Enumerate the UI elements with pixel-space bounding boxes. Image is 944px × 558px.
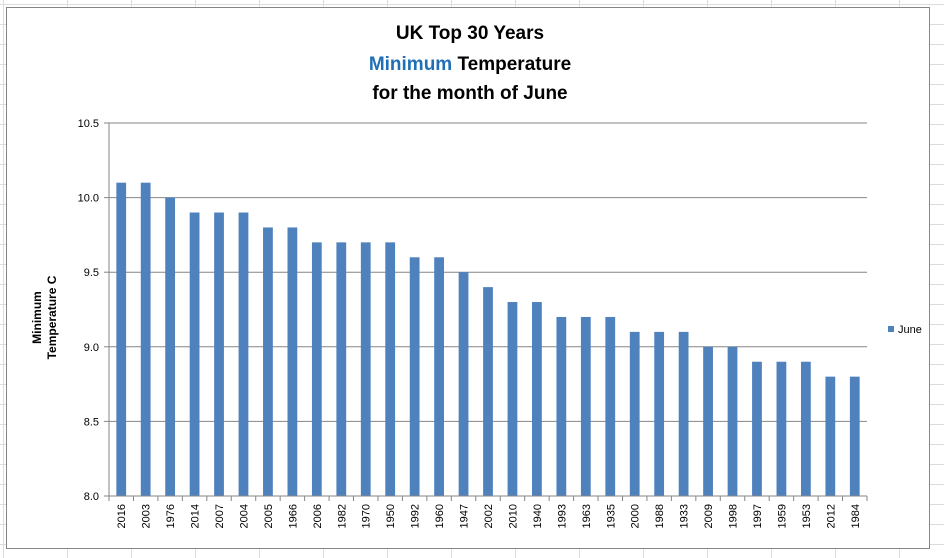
title-line: Minimum Temperature xyxy=(369,54,571,75)
x-tick-label: 2007 xyxy=(214,504,226,528)
bar-1963 xyxy=(580,316,591,496)
title-line: for the month of June xyxy=(372,83,567,104)
axes xyxy=(108,123,867,497)
bar-1970 xyxy=(360,242,371,496)
x-tick-label: 1988 xyxy=(654,504,666,528)
legend: June xyxy=(888,324,922,336)
x-tick-label: 1950 xyxy=(385,504,397,528)
title-segment: UK Top 30 Years xyxy=(396,23,544,44)
x-tick-label: 2014 xyxy=(190,504,202,528)
y-axis-title-line: Minimum xyxy=(30,291,44,344)
legend-label: June xyxy=(898,324,922,336)
x-tick-label: 2002 xyxy=(483,504,495,528)
x-tick-label: 2010 xyxy=(507,504,519,528)
bar-2004 xyxy=(238,212,249,496)
y-tick-label: 9.0 xyxy=(84,342,99,354)
bar-1933 xyxy=(678,331,689,496)
gridlines xyxy=(104,122,868,501)
bar-1998 xyxy=(727,346,738,496)
bar-2006 xyxy=(311,242,322,496)
chart-title: UK Top 30 Years Minimum Temperature for th… xyxy=(369,23,571,104)
x-tick-label: 2012 xyxy=(825,504,837,528)
bar-2010 xyxy=(507,302,518,496)
y-axis-title-line: Temperature C xyxy=(45,275,59,359)
y-axis-title: MinimumTemperature C xyxy=(30,275,59,359)
x-tick-label: 1993 xyxy=(556,504,568,528)
bar-1940 xyxy=(532,302,542,496)
bars xyxy=(116,182,860,496)
y-tick-label: 8.5 xyxy=(84,416,99,428)
y-tick-label: 10.5 xyxy=(78,118,99,130)
bar-1988 xyxy=(654,331,665,496)
x-tick-label: 1984 xyxy=(850,504,862,528)
x-tick-label: 1966 xyxy=(287,504,299,528)
x-tick-label: 1947 xyxy=(459,504,471,528)
bar-2000 xyxy=(629,331,640,496)
x-tick-label: 1982 xyxy=(336,504,348,528)
bar-2016 xyxy=(116,182,127,496)
bar-2012 xyxy=(825,376,836,496)
bar-1997 xyxy=(752,361,762,496)
legend-swatch xyxy=(888,326,894,332)
x-tick-label: 2005 xyxy=(263,504,275,528)
x-tick-label: 2016 xyxy=(116,504,128,528)
bar-1966 xyxy=(287,227,298,496)
bar-1953 xyxy=(800,361,811,496)
bar-1984 xyxy=(849,376,860,496)
bar-2002 xyxy=(483,287,493,496)
bar-1976 xyxy=(165,197,176,496)
x-tick-label: 1960 xyxy=(434,504,446,528)
y-tick-labels: 8.0 8.5 9.0 9.5 10.0 10.5 xyxy=(78,118,99,503)
x-tick-label: 1935 xyxy=(605,504,617,528)
bar-1950 xyxy=(385,242,396,496)
x-tick-label: 1997 xyxy=(752,504,764,528)
y-tick-label: 10.0 xyxy=(78,193,99,205)
bar-2005 xyxy=(263,227,273,496)
bar-2007 xyxy=(214,212,224,496)
title-segment: for the month of June xyxy=(372,83,567,104)
x-tick-label: 1976 xyxy=(165,504,177,528)
bar-1960 xyxy=(434,257,444,496)
x-tick-label: 1959 xyxy=(776,504,788,528)
x-tick-label: 2004 xyxy=(238,504,250,528)
title-segment: Temperature xyxy=(452,54,571,75)
x-tick-label: 1992 xyxy=(410,504,422,528)
y-tick-label: 9.5 xyxy=(84,267,99,279)
bar-1935 xyxy=(605,316,616,496)
x-tick-label: 2000 xyxy=(630,504,642,528)
bar-2003 xyxy=(140,182,151,496)
x-tick-labels: 2016 2003 1976 2014 2007 2004 2005 1966 2006 1982… xyxy=(116,504,862,528)
x-tick-label: 1953 xyxy=(801,504,813,528)
bar-1947 xyxy=(458,272,469,496)
bar-1959 xyxy=(776,361,787,496)
title-segment: Minimum xyxy=(369,54,452,75)
x-tick-label: 1970 xyxy=(361,504,373,528)
bar-1992 xyxy=(409,257,420,496)
x-tick-label: 2006 xyxy=(312,504,324,528)
x-tick-label: 2009 xyxy=(703,504,715,528)
chart-area: UK Top 30 Years Minimum Temperature for th… xyxy=(6,7,930,549)
bar-1982 xyxy=(336,242,347,496)
x-tick-label: 1933 xyxy=(679,504,691,528)
x-tick-label: 1998 xyxy=(728,504,740,528)
bar-2009 xyxy=(703,346,713,496)
x-tick-label: 1940 xyxy=(532,504,544,528)
x-tick-label: 2003 xyxy=(141,504,153,528)
x-tick-label: 1963 xyxy=(581,504,593,528)
bar-1993 xyxy=(556,316,567,496)
y-axis-label: MinimumTemperature C xyxy=(30,275,59,359)
bar-2014 xyxy=(189,212,200,496)
title-line: UK Top 30 Years xyxy=(396,23,544,44)
y-tick-label: 8.0 xyxy=(84,491,99,503)
chart: UK Top 30 Years Minimum Temperature for th… xyxy=(30,23,922,528)
